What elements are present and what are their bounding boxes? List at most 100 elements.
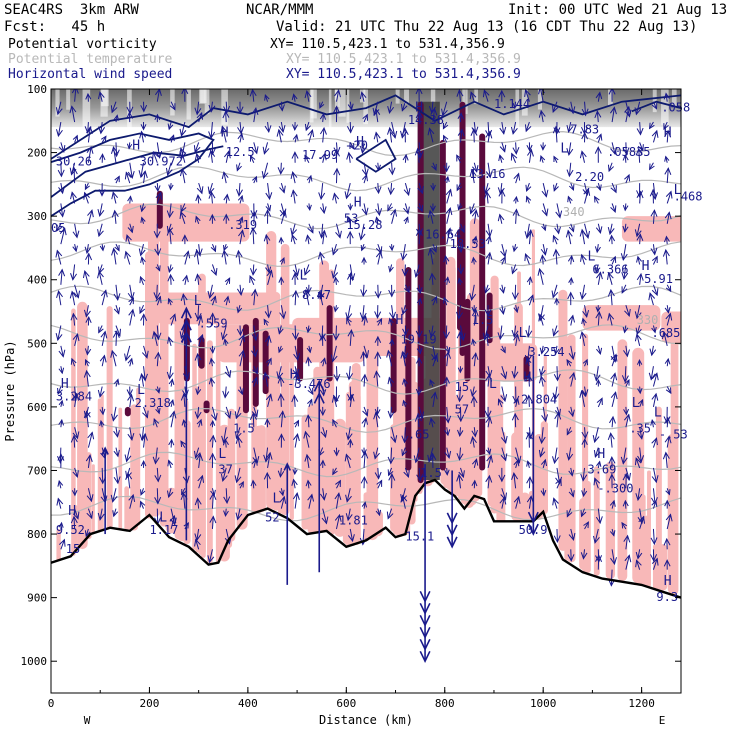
- wind-vector: [267, 183, 271, 200]
- wind-vector-head: [595, 310, 603, 319]
- wind-vector: [460, 129, 463, 143]
- wind-vector: [267, 452, 271, 469]
- wind-vector: [71, 358, 76, 367]
- wind-vector-head: [566, 428, 573, 436]
- wind-vector: [57, 498, 62, 509]
- wind-vector: [568, 447, 572, 460]
- extremum-value-label: 16.64: [425, 227, 461, 241]
- wind-vector: [196, 386, 200, 395]
- wind-vector: [666, 130, 669, 143]
- wind-vector-head: [470, 389, 477, 398]
- wind-vector-head: [249, 89, 257, 97]
- wind-vector-head: [388, 265, 394, 273]
- wind-vector-head: [70, 273, 78, 281]
- wind-vector: [211, 516, 214, 530]
- pv-contour: [355, 138, 397, 173]
- wind-vector-head: [610, 372, 618, 381]
- wind-vector: [308, 386, 314, 395]
- stratosphere-streak: [465, 89, 468, 114]
- wind-vector: [278, 325, 282, 334]
- wind-vector-head: [361, 501, 368, 508]
- wind-vector-head: [513, 397, 520, 405]
- wind-vector: [253, 377, 258, 387]
- wind-vector-head: [623, 534, 631, 543]
- wind-vector-head: [568, 276, 574, 284]
- wind-vector: [512, 121, 517, 134]
- wind-vector-head: [471, 352, 479, 361]
- wind-vector-head: [457, 429, 464, 438]
- wind-vector-head: [401, 435, 409, 444]
- wind-vector-head: [596, 184, 602, 192]
- strong-wind-vector-head: [283, 462, 292, 471]
- wind-vector-head: [264, 93, 270, 101]
- wind-vector-head: [497, 332, 505, 341]
- low-center-label: L: [300, 269, 308, 284]
- wind-vector-head: [514, 455, 522, 464]
- wind-vector-head: [484, 309, 492, 317]
- wind-vector: [239, 481, 244, 489]
- wind-vector: [415, 264, 420, 277]
- wind-vector: [194, 142, 200, 153]
- wind-vector: [221, 126, 227, 143]
- wind-vector: [401, 447, 406, 456]
- wind-vector: [528, 277, 531, 285]
- wind-vector-head: [251, 107, 259, 116]
- stratosphere-streak: [310, 89, 317, 119]
- wind-vector: [293, 94, 296, 102]
- wind-vector: [225, 111, 227, 123]
- y-tick-label: 100: [27, 83, 47, 96]
- wind-vector-head: [196, 418, 203, 426]
- wind-vector-head: [664, 155, 670, 162]
- wind-vector: [140, 244, 145, 256]
- wind-vector-head: [595, 306, 601, 313]
- wind-vector: [143, 433, 146, 448]
- wind-vector-head: [361, 450, 369, 459]
- wind-vector-head: [471, 429, 478, 438]
- high-center-label: H: [356, 135, 364, 150]
- wind-vector: [60, 162, 62, 177]
- wind-vector-head: [400, 493, 407, 503]
- wind-vector-head: [278, 236, 284, 243]
- wind-vector: [349, 101, 353, 110]
- wind-vector: [363, 316, 367, 326]
- wind-vector-head: [237, 388, 244, 396]
- wind-vector: [635, 101, 641, 115]
- pv-positive-streak: [230, 504, 235, 538]
- wind-vector-head: [555, 478, 562, 487]
- pv-positive-streak: [647, 470, 651, 587]
- wind-vector: [141, 373, 145, 387]
- wind-vector-head: [194, 497, 202, 506]
- wind-vector-head: [609, 530, 616, 537]
- wind-vector-head: [72, 470, 79, 478]
- wind-vector-head: [292, 133, 299, 141]
- wind-vector: [431, 101, 434, 113]
- wind-vector-head: [376, 317, 383, 325]
- wind-vector-head: [595, 226, 603, 234]
- wind-vector-head: [386, 349, 394, 358]
- wind-vector-head: [610, 353, 618, 362]
- strong-wind-vector-head: [527, 523, 539, 536]
- wind-vector-head: [622, 225, 629, 233]
- stratosphere-streak: [127, 89, 132, 128]
- wind-vector: [223, 172, 227, 184]
- wind-vector-head: [193, 145, 201, 154]
- wind-vector: [652, 528, 655, 545]
- wind-vector: [140, 162, 145, 178]
- pv-positive-streak: [655, 406, 662, 590]
- stratosphere-streak: [346, 89, 350, 123]
- wind-vector-head: [581, 108, 589, 117]
- wind-vector-head: [113, 307, 121, 315]
- wind-vector-head: [85, 316, 92, 324]
- wind-vector: [611, 392, 617, 408]
- wind-vector-head: [318, 333, 326, 341]
- wind-vector: [129, 358, 133, 367]
- wind-vector: [570, 101, 574, 114]
- wind-vector-head: [500, 435, 508, 444]
- wind-vector: [195, 447, 200, 458]
- wind-vector-head: [237, 132, 244, 141]
- wind-vector-head: [444, 450, 452, 459]
- wind-vector-head: [525, 431, 533, 440]
- wind-vector-head: [208, 104, 216, 113]
- wind-vector: [471, 169, 475, 184]
- wind-vector: [566, 427, 572, 435]
